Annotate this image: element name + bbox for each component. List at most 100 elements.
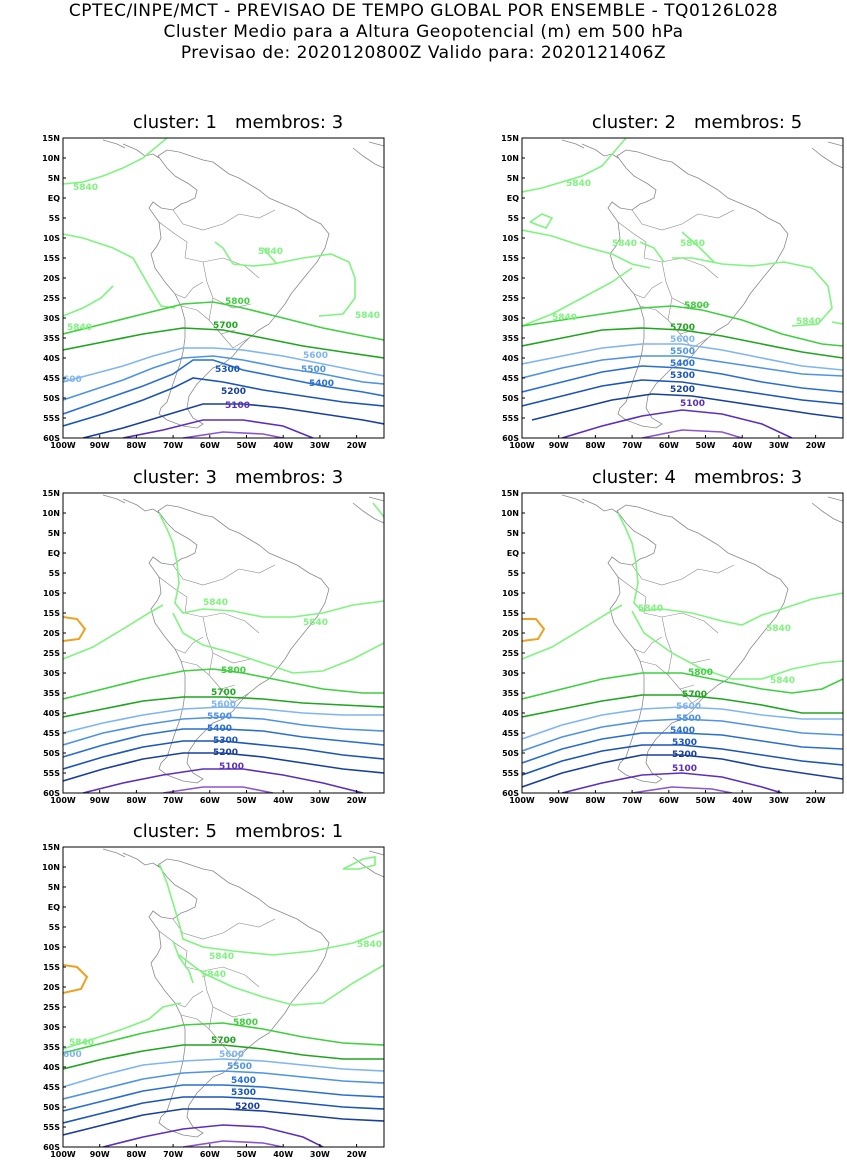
- contour-5840: [63, 233, 176, 309]
- coastline-south-america: [607, 149, 789, 429]
- contour-5500: [522, 355, 843, 379]
- contour-label-l5200: 5200: [672, 750, 697, 760]
- cluster-number: 3: [205, 467, 217, 488]
- coastline-central-america: [102, 848, 160, 868]
- lat-tick-label: 35S: [43, 1043, 60, 1052]
- contour-5800: [63, 1022, 384, 1054]
- lat-tick-label: 55S: [43, 769, 60, 778]
- lat-tick-label: 40S: [43, 354, 60, 363]
- lat-tick-label: 60S: [43, 434, 60, 443]
- contour-5880: [63, 964, 89, 994]
- lat-tick-label: EQ: [48, 903, 60, 912]
- contour-5700: [522, 327, 843, 359]
- lat-tick-label: 50S: [43, 394, 60, 403]
- geopotential-map: 5840 5840 5840 5800 5700 5600 5500 5400 5300 5200…: [501, 489, 844, 805]
- lon-tick-label: 40W: [273, 441, 293, 450]
- lat-tick-label: 5N: [48, 529, 60, 538]
- lon-tick-label: 80W: [126, 1150, 146, 1159]
- contour-label-l5400: 5400: [309, 379, 334, 389]
- contour-5200: [531, 393, 843, 421]
- contour-5300: [522, 379, 843, 407]
- lat-tick-label: 20S: [43, 629, 60, 638]
- lon-tick-label: 20W: [347, 441, 367, 450]
- country-border: [631, 564, 699, 586]
- lat-tick-label: 15S: [502, 609, 519, 618]
- lon-tick-label: 50W: [237, 1150, 257, 1159]
- lat-tick-label: 15S: [43, 254, 60, 263]
- contour-5200: [63, 1108, 384, 1136]
- cluster-number: 1: [205, 112, 217, 133]
- country-border: [184, 257, 260, 279]
- lon-tick-label: 90W: [90, 1150, 110, 1159]
- contour-5600: [63, 347, 384, 383]
- contour-label-l5840a: 5840: [203, 598, 228, 608]
- lat-tick-label: 5S: [49, 214, 61, 223]
- country-border: [667, 297, 695, 335]
- lon-tick-label: 70W: [622, 441, 642, 450]
- contour-5000: [182, 1140, 284, 1147]
- contour-5600: [522, 706, 843, 740]
- country-border: [180, 1014, 210, 1030]
- contour-5840: [178, 954, 384, 1006]
- lat-tick-label: 50S: [43, 749, 60, 758]
- contour-label-l5840b: 5840: [612, 239, 637, 249]
- lon-tick-label: 20W: [347, 796, 367, 805]
- contour-5600: [522, 343, 843, 371]
- contour-5400: [63, 728, 384, 758]
- lon-tick-label: 40W: [273, 796, 293, 805]
- country-border: [238, 918, 276, 928]
- lat-tick-label: 35S: [43, 689, 60, 698]
- lon-tick-label: 90W: [549, 796, 569, 805]
- lon-tick-label: 90W: [90, 441, 110, 450]
- contour-label-l5600: 5600: [211, 700, 236, 710]
- contour-5700: [63, 327, 384, 359]
- contour-label-l5840d: 5840: [796, 317, 821, 327]
- lon-tick-label: 30W: [310, 441, 330, 450]
- lat-tick-label: 10S: [43, 943, 60, 952]
- lat-tick-label: EQ: [48, 549, 60, 558]
- country-border: [180, 660, 210, 676]
- lat-tick-label: 5N: [48, 174, 60, 183]
- contour-5800: [63, 301, 384, 341]
- country-border: [184, 966, 260, 988]
- contour-5500: [63, 355, 384, 401]
- lat-tick-label: 25S: [43, 1003, 60, 1012]
- lat-tick-label: 20S: [43, 983, 60, 992]
- country-border: [633, 636, 663, 654]
- lon-tick-label: 80W: [585, 796, 605, 805]
- map-frame: [521, 492, 844, 794]
- contour-label-l5100: 5100: [219, 762, 244, 772]
- lat-tick-label: 15N: [42, 843, 60, 852]
- map-frame: [62, 492, 385, 794]
- contour-5200: [82, 403, 384, 438]
- lat-tick-label: 5S: [49, 569, 61, 578]
- lon-tick-label: 50W: [696, 796, 716, 805]
- lat-tick-label: 50S: [43, 1103, 60, 1112]
- map-panel-cluster-1: cluster: 1 membros: 3 5840 5840 5840 5840 5800…: [35, 112, 435, 462]
- contour-5840: [529, 213, 554, 229]
- lon-tick-label: 50W: [237, 796, 257, 805]
- lat-tick-label: 15S: [43, 963, 60, 972]
- contour-label-l5700: 5700: [211, 1036, 236, 1046]
- lat-tick-label: 10N: [42, 863, 60, 872]
- lon-tick-label: 90W: [90, 796, 110, 805]
- lat-tick-label: 25S: [43, 649, 60, 658]
- contour-label-l5840c: 5840: [355, 311, 380, 321]
- lon-tick-label: 30W: [310, 796, 330, 805]
- lon-tick-label: 60W: [659, 796, 679, 805]
- lon-tick-label: 40W: [732, 796, 752, 805]
- contour-5840: [617, 512, 843, 626]
- lat-tick-label: 5N: [48, 883, 60, 892]
- contour-5600: [63, 706, 384, 734]
- country-border: [697, 564, 735, 574]
- contour-5100: [122, 419, 314, 438]
- contour-5600: [63, 1058, 384, 1088]
- country-border: [208, 297, 236, 335]
- map-frame: [62, 846, 385, 1148]
- country-border: [172, 209, 240, 231]
- contour-label-l5200: 5200: [221, 387, 246, 397]
- contour-5000: [162, 786, 274, 793]
- lat-tick-label: 5S: [49, 923, 61, 932]
- contour-5100: [561, 409, 793, 438]
- contour-5840: [158, 512, 384, 618]
